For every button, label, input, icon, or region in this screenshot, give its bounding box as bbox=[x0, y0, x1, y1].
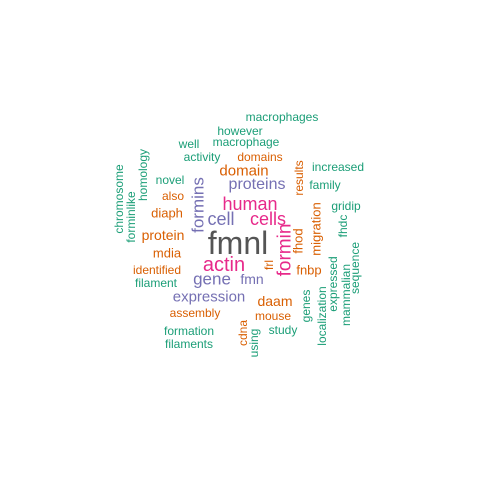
word-family: family bbox=[309, 178, 341, 192]
word-forminlike: forminlike bbox=[124, 191, 138, 243]
word-actin: actin bbox=[202, 254, 246, 276]
word-genes: genes bbox=[299, 289, 313, 323]
word-fhod: fhod bbox=[290, 228, 306, 254]
word-human: human bbox=[222, 194, 278, 214]
word-fmnl: fmnl bbox=[207, 225, 269, 261]
word-using: using bbox=[247, 328, 261, 358]
word-protein: protein bbox=[141, 227, 185, 243]
word-well: well bbox=[178, 137, 200, 151]
word-formins: formins bbox=[188, 177, 208, 233]
word-activity: activity bbox=[183, 150, 221, 164]
word-mouse: mouse bbox=[254, 309, 292, 323]
word-assembly: assembly bbox=[169, 306, 221, 320]
word-novel: novel bbox=[155, 173, 185, 187]
word-cells: cells bbox=[249, 209, 287, 229]
word-macrophages: macrophages bbox=[245, 110, 319, 124]
word-sequence: sequence bbox=[348, 241, 362, 295]
word-daam: daam bbox=[257, 293, 293, 309]
word-results: results bbox=[292, 160, 306, 196]
word-fnbp: fnbp bbox=[296, 262, 322, 278]
word-filament: filament bbox=[134, 276, 178, 290]
word-however: however bbox=[217, 124, 263, 138]
word-identified: identified bbox=[132, 263, 182, 277]
word-homology: homology bbox=[136, 148, 150, 202]
word-mdia: mdia bbox=[152, 245, 182, 261]
word-fhdc: fhdc bbox=[336, 214, 350, 238]
word-fmn: fmn bbox=[240, 271, 264, 287]
word-migration: migration bbox=[308, 202, 324, 256]
word-domains: domains bbox=[237, 150, 283, 164]
word-frl: frl bbox=[262, 260, 276, 270]
word-domain: domain bbox=[219, 162, 269, 180]
word-proteins: proteins bbox=[228, 176, 286, 193]
word-gene: gene bbox=[193, 269, 231, 289]
word-increased: increased bbox=[311, 160, 365, 174]
word-expression: expression bbox=[172, 288, 246, 306]
word-formation: formation bbox=[163, 324, 215, 338]
word-expressed: expressed bbox=[326, 256, 340, 312]
word-cell: cell bbox=[207, 209, 235, 229]
word-study: study bbox=[268, 323, 298, 337]
word-diaph: diaph bbox=[151, 205, 183, 221]
word-filaments: filaments bbox=[164, 337, 214, 351]
word-gridip: gridip bbox=[331, 199, 361, 213]
word-macrophage: macrophage bbox=[212, 135, 280, 149]
word-also: also bbox=[161, 189, 185, 203]
